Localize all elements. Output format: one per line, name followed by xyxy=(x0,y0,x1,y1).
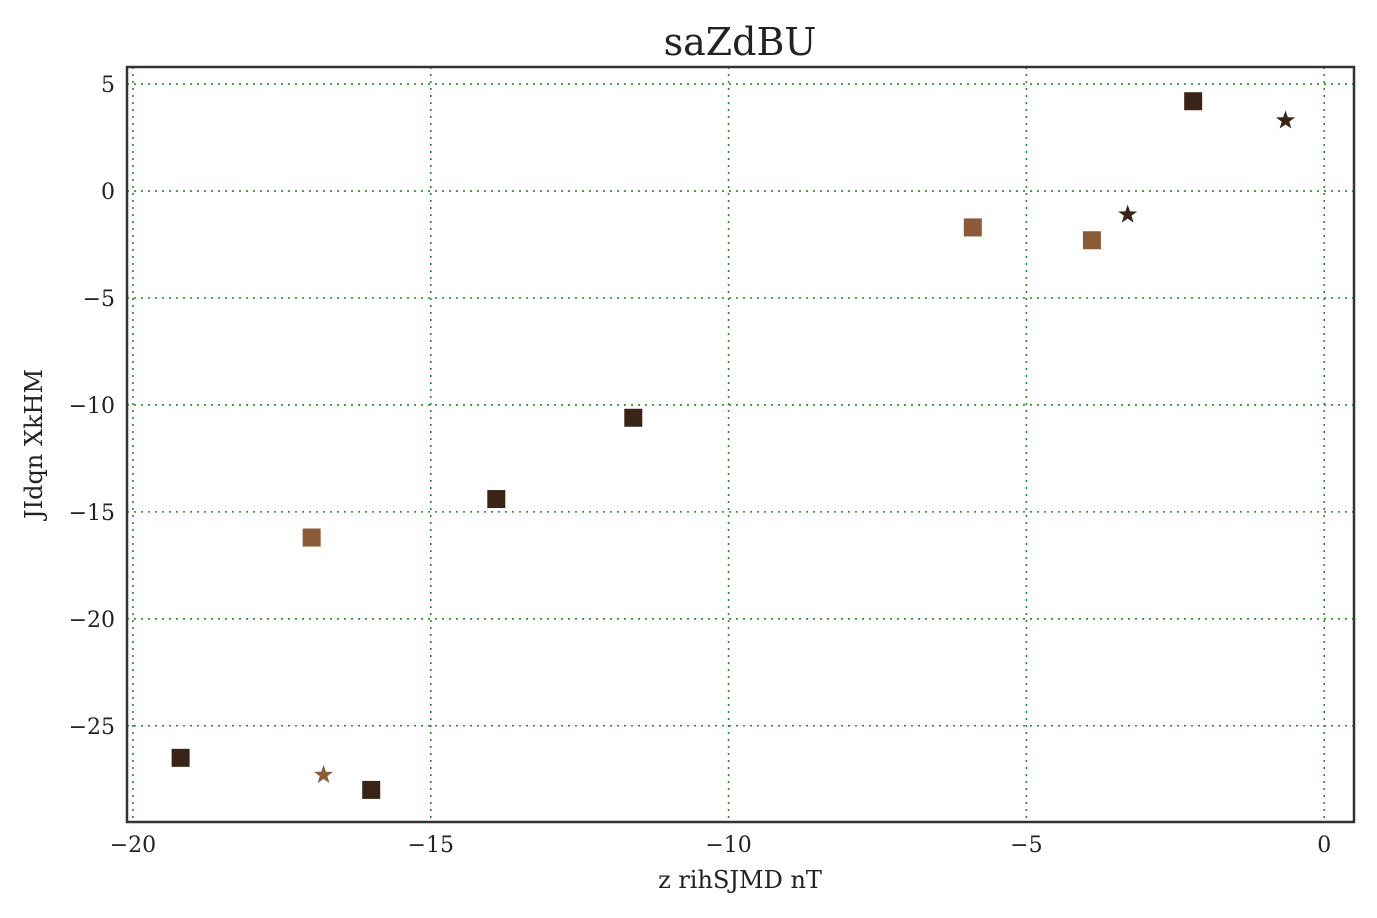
data-point-star xyxy=(1118,204,1138,223)
plot-frame xyxy=(125,65,1356,824)
y-tick-label: 5 xyxy=(101,73,115,98)
y-tick-label: −20 xyxy=(69,608,115,633)
data-point-square xyxy=(963,218,982,237)
data-point-square xyxy=(487,490,506,509)
chart-title: saZdBU xyxy=(664,20,817,64)
x-ticks: −20 −15 −10 −5 0 xyxy=(110,833,1331,858)
x-tick-label: −15 xyxy=(408,833,454,858)
y-tick-label: −10 xyxy=(69,394,115,419)
data-point-square xyxy=(171,748,190,767)
x-tick-label: −5 xyxy=(1010,833,1042,858)
data-point-square xyxy=(1184,92,1203,111)
data-point-square xyxy=(302,528,321,547)
y-axis-label: JIdqn XkHM xyxy=(20,369,48,522)
y-tick-label: −5 xyxy=(83,287,115,312)
y-tick-label: −15 xyxy=(69,501,115,526)
data-point-square xyxy=(362,780,381,799)
x-tick-label: 0 xyxy=(1317,833,1331,858)
data-point-star xyxy=(314,764,334,784)
data-points xyxy=(171,92,1296,799)
grid xyxy=(127,67,1354,822)
data-point-star xyxy=(1275,110,1296,129)
y-tick-label: 0 xyxy=(101,180,115,205)
data-point-square xyxy=(624,408,643,427)
x-tick-label: −10 xyxy=(705,833,751,858)
x-tick-label: −20 xyxy=(110,833,156,858)
data-point-square xyxy=(1082,231,1101,250)
x-axis-label: z rihSJMD nT xyxy=(658,866,822,894)
y-tick-label: −25 xyxy=(69,715,115,740)
y-ticks: 5 0 −5 −10 −15 −20 −25 xyxy=(69,73,115,740)
